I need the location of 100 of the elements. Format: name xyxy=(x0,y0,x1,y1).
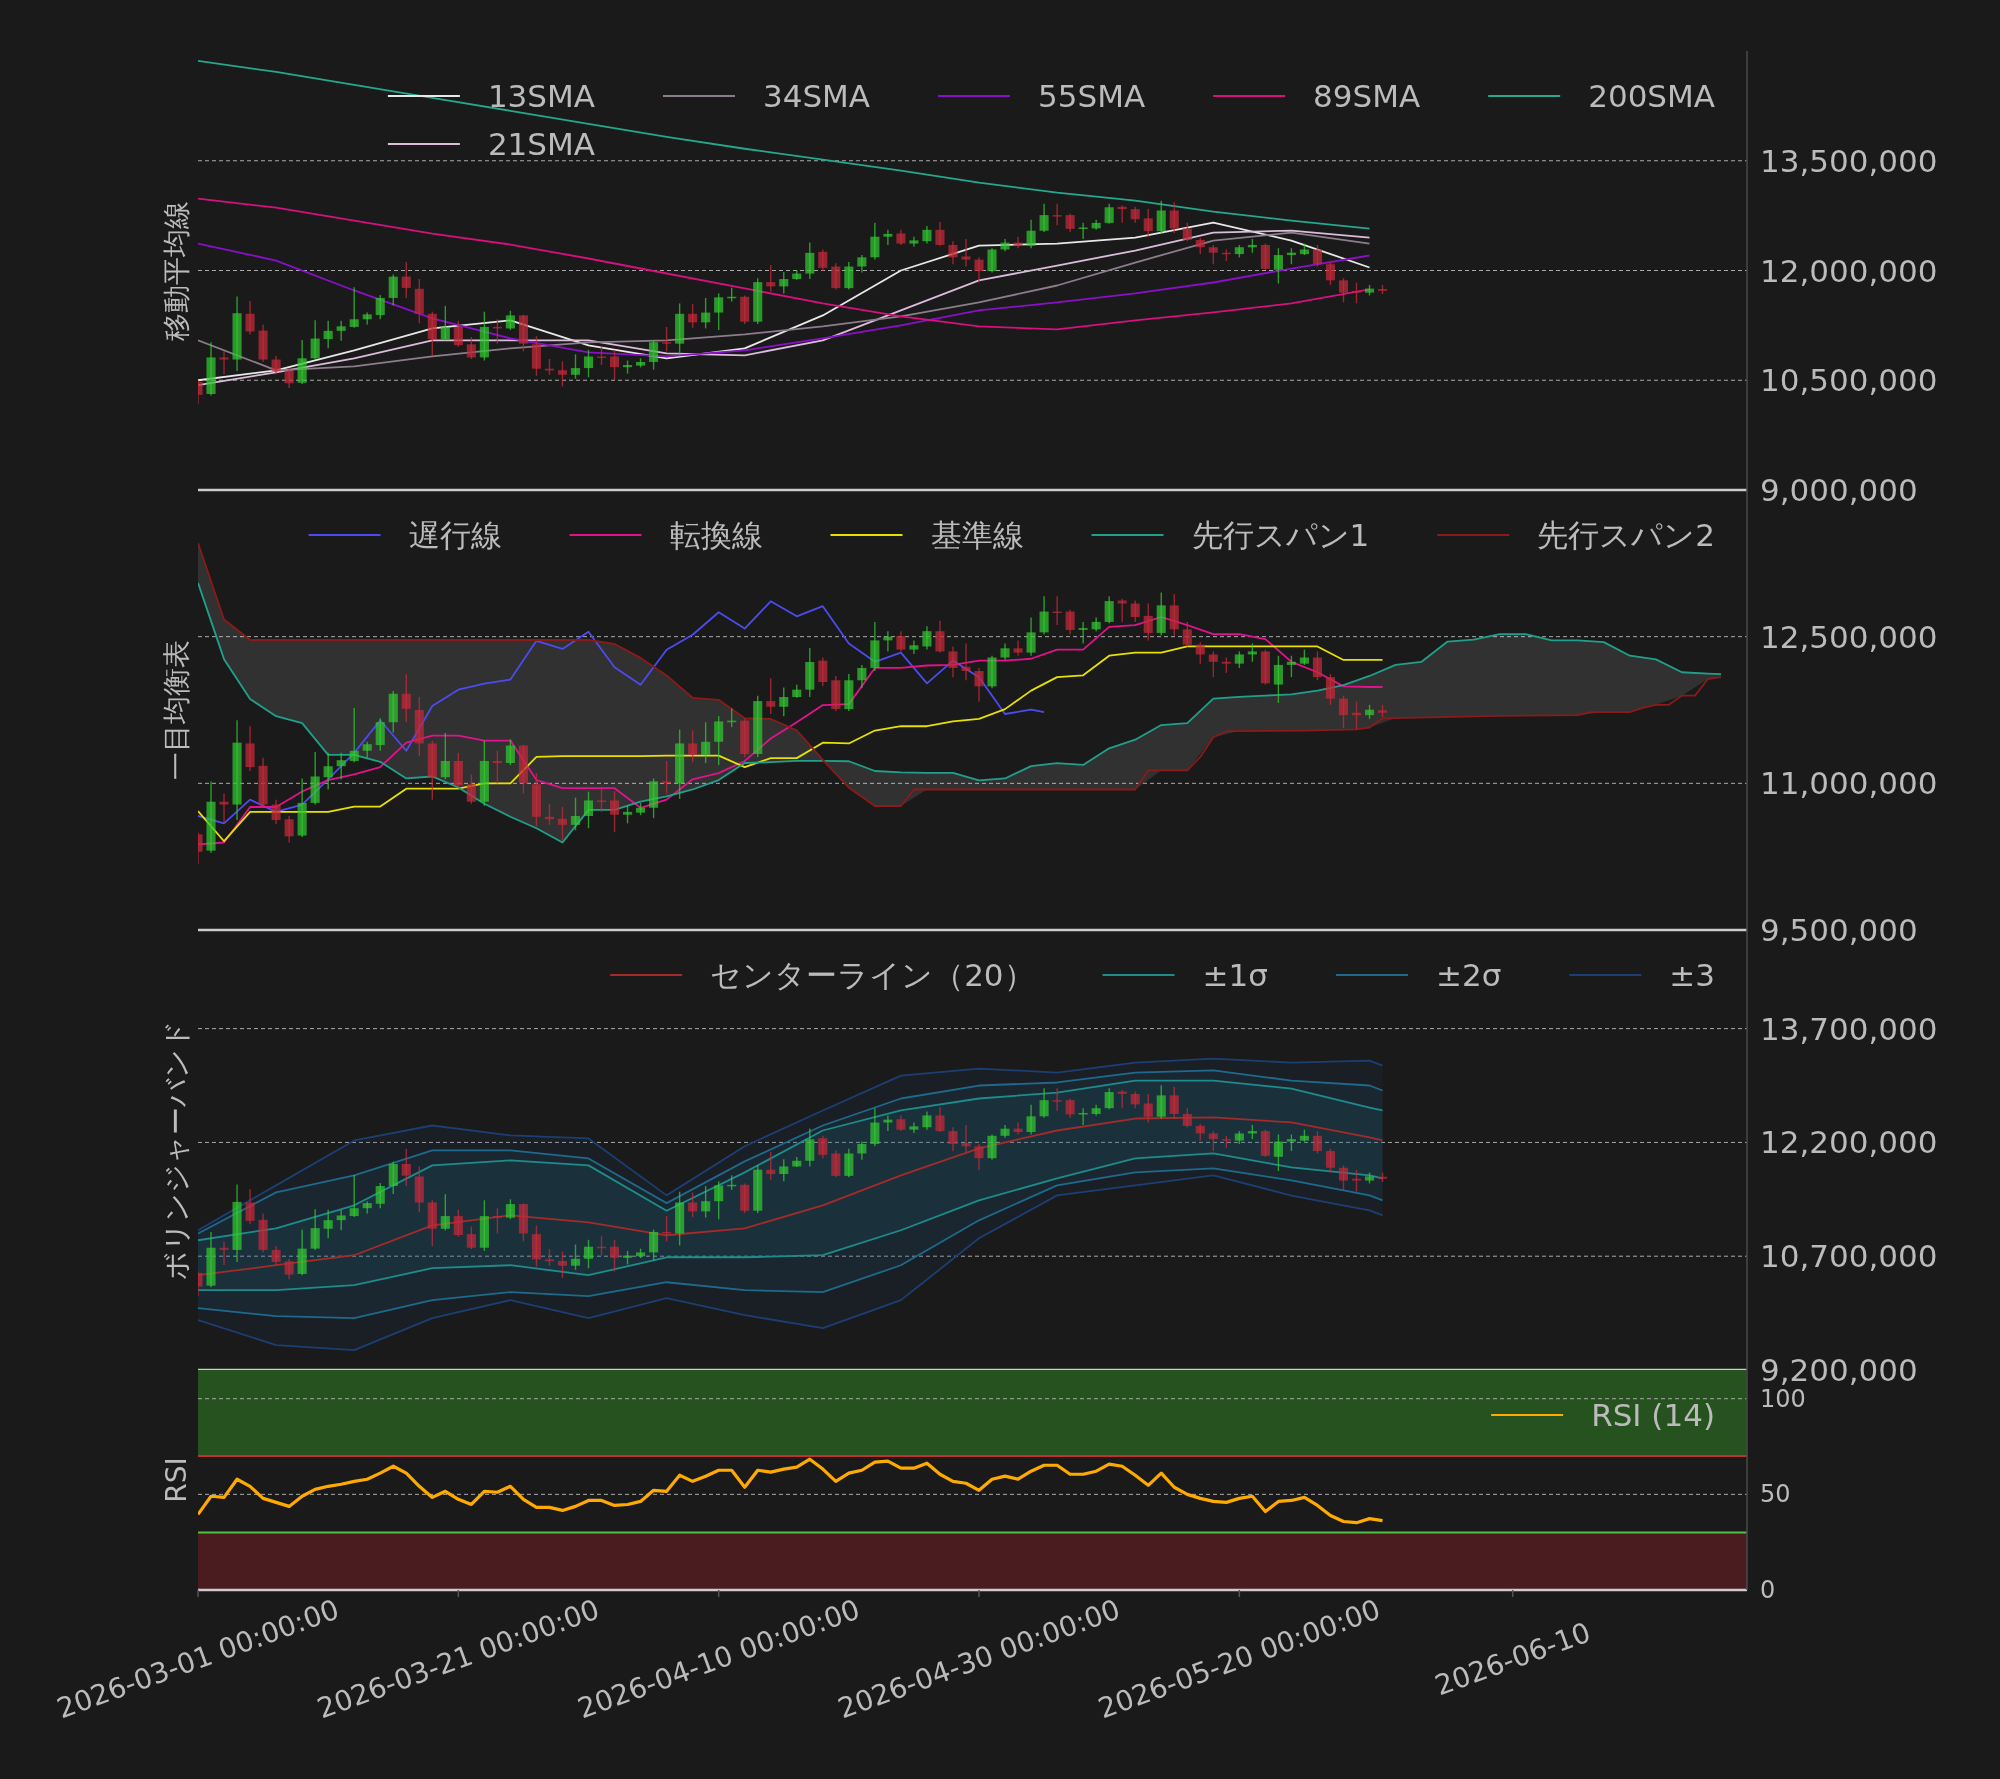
candlestick xyxy=(766,264,776,293)
candlestick xyxy=(596,785,607,813)
candlestick xyxy=(883,229,893,246)
candlestick xyxy=(974,256,984,284)
candlestick xyxy=(818,1135,828,1159)
candlestick xyxy=(453,1209,463,1238)
legend-label: 基準線 xyxy=(930,517,1024,553)
candlestick xyxy=(453,320,463,348)
candlestick xyxy=(1325,673,1336,706)
candlestick xyxy=(883,1114,893,1132)
candlestick xyxy=(1208,1130,1218,1152)
legend-label: 34SMA xyxy=(762,78,871,114)
legend-label: 転換線 xyxy=(669,517,763,553)
candlestick xyxy=(844,1148,854,1178)
y-axis-title: RSI xyxy=(159,1457,193,1503)
candlestick xyxy=(219,1240,229,1266)
candlestick xyxy=(557,1251,568,1279)
candlestick xyxy=(1260,242,1270,271)
y-tick-label: 0 xyxy=(1760,1576,1776,1604)
candlestick xyxy=(1312,1130,1322,1155)
legend-label: 13SMA xyxy=(487,78,595,114)
y-tick-label: 10,700,000 xyxy=(1760,1238,1938,1275)
candlestick xyxy=(323,320,333,349)
candlestick xyxy=(1208,244,1218,265)
candlestick xyxy=(779,271,789,295)
candlestick xyxy=(557,360,568,388)
candlestick xyxy=(1039,202,1049,233)
candlestick xyxy=(440,305,450,342)
candlestick xyxy=(323,752,333,791)
candlestick xyxy=(401,261,411,299)
line-series xyxy=(198,1167,1384,1320)
candlestick xyxy=(688,1191,698,1218)
candlestick xyxy=(401,1148,411,1187)
candlestick xyxy=(1013,639,1023,657)
candlestick xyxy=(1156,200,1166,234)
candlestick xyxy=(1013,236,1023,249)
candlestick xyxy=(1143,602,1153,642)
candlestick xyxy=(271,798,281,825)
line-series xyxy=(198,1174,1384,1351)
candlestick xyxy=(649,1228,659,1262)
candlestick xyxy=(922,1110,932,1131)
candlestick xyxy=(323,1209,333,1239)
candlestick xyxy=(948,645,958,678)
legend-label: RSI (14) xyxy=(1591,1397,1715,1433)
candlestick xyxy=(505,1198,515,1220)
candlestick xyxy=(714,292,724,331)
y-tick-label: 13,700,000 xyxy=(1760,1010,1938,1047)
candlestick xyxy=(1065,608,1075,635)
candlestick xyxy=(662,760,672,795)
candlestick xyxy=(1104,202,1114,225)
candlestick xyxy=(935,620,945,654)
candlestick xyxy=(1026,1104,1036,1136)
candlestick xyxy=(987,247,997,274)
candlestick xyxy=(857,1140,867,1161)
candlestick xyxy=(505,310,515,331)
candlestick xyxy=(336,320,346,342)
candlestick xyxy=(557,806,568,842)
candlestick xyxy=(375,717,385,752)
candlestick xyxy=(1052,1087,1062,1112)
candlestick xyxy=(1143,1093,1153,1124)
candlestick xyxy=(935,221,945,247)
candlestick xyxy=(844,261,854,291)
candlestick xyxy=(440,1193,450,1232)
candlestick xyxy=(1195,641,1205,665)
candlestick xyxy=(271,355,281,375)
candlestick xyxy=(245,725,255,772)
candlestick xyxy=(1273,247,1283,285)
candlestick xyxy=(649,339,659,371)
y-axis-title: 一目均衡表 xyxy=(159,640,193,780)
candlestick xyxy=(349,1174,359,1218)
candlestick xyxy=(1182,621,1192,648)
candlestick xyxy=(466,773,476,805)
candlestick xyxy=(1130,599,1140,623)
line-series xyxy=(198,600,1045,825)
candlestick xyxy=(1039,595,1049,635)
y-tick-label: 12,000,000 xyxy=(1760,252,1938,289)
legend-label: センターライン（20） xyxy=(710,957,1035,993)
candlestick xyxy=(688,729,698,763)
candlestick xyxy=(492,750,502,785)
candlestick xyxy=(1156,1084,1166,1120)
candlestick xyxy=(375,1182,385,1209)
line-series xyxy=(198,242,1371,358)
candlestick xyxy=(961,1124,971,1155)
candlestick xyxy=(245,300,255,336)
legend-label: ±2σ xyxy=(1435,957,1502,993)
candlestick xyxy=(662,326,672,353)
candlestick xyxy=(766,1151,776,1181)
candlestick xyxy=(1169,593,1179,637)
candlestick xyxy=(1273,1133,1283,1172)
candlestick xyxy=(1104,595,1114,624)
candlestick xyxy=(440,732,450,781)
candlestick xyxy=(701,297,711,330)
legend-label: ±1σ xyxy=(1202,957,1268,993)
candlestick xyxy=(1182,1107,1192,1128)
legend-label: 先行スパン1 xyxy=(1191,517,1370,553)
candlestick xyxy=(1351,281,1362,304)
candlestick xyxy=(310,319,320,361)
candlestick xyxy=(896,630,906,653)
candlestick xyxy=(831,1149,841,1178)
candlestick xyxy=(1052,202,1062,226)
